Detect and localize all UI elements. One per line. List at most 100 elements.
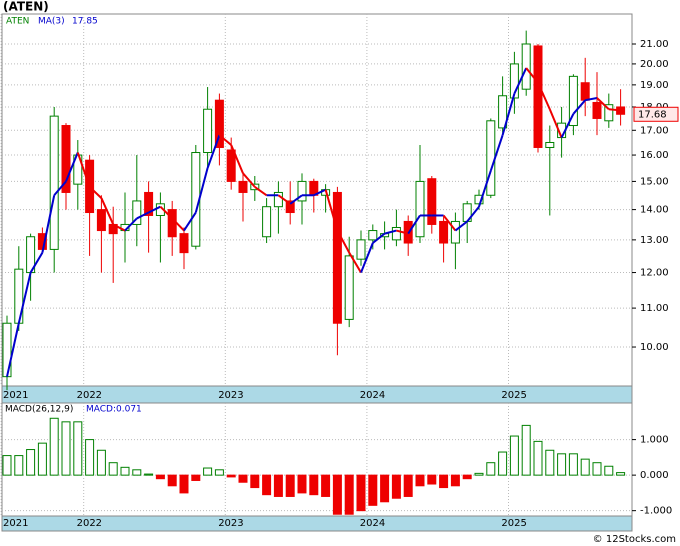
x-tick-label: 2023 xyxy=(218,518,243,529)
macd-bar xyxy=(344,474,354,515)
ma-line xyxy=(88,186,103,199)
ma-line xyxy=(206,134,221,169)
ma-line xyxy=(148,205,161,214)
y-tick-label: 12.00 xyxy=(640,268,669,279)
x-tick-label: 2025 xyxy=(501,518,526,529)
price-tag xyxy=(633,106,679,122)
candle-body xyxy=(533,45,543,148)
macd-bar xyxy=(155,474,165,480)
ma-line xyxy=(6,323,20,377)
ma-line xyxy=(596,97,610,110)
ma-line xyxy=(124,217,138,232)
ma-line xyxy=(277,194,291,205)
macd-bar xyxy=(604,465,614,476)
candle-body xyxy=(521,43,531,90)
macd-value: 0.071 xyxy=(116,405,142,415)
ma-line xyxy=(171,217,185,232)
macd-bar xyxy=(391,474,401,499)
candle-body xyxy=(486,120,496,196)
candle-body xyxy=(580,82,590,101)
ma-line xyxy=(525,67,539,84)
candle-body xyxy=(592,101,602,119)
x-tick-label: 2021 xyxy=(3,390,28,401)
ma-line xyxy=(442,214,457,232)
ma-line xyxy=(17,272,32,324)
ma-line xyxy=(76,152,91,188)
candle-body xyxy=(226,149,236,182)
candle-body xyxy=(332,191,342,324)
ma-line xyxy=(572,99,586,115)
ma-line xyxy=(183,211,197,232)
macd-bar xyxy=(108,462,118,476)
candle-body xyxy=(203,108,213,154)
x-tick-label: 2024 xyxy=(360,390,385,401)
candle-body xyxy=(2,322,12,378)
ma-line xyxy=(407,214,421,235)
macd-bar xyxy=(73,421,83,476)
y-tick-label: 11.00 xyxy=(640,303,669,314)
candle-body xyxy=(368,230,378,241)
ma-line xyxy=(53,180,67,196)
candle-body xyxy=(427,178,437,225)
title: (ATEN) xyxy=(3,0,49,14)
ma-line xyxy=(100,197,115,225)
y-tick-label: 10.00 xyxy=(640,342,669,353)
macd-bar xyxy=(214,469,224,476)
date-strip xyxy=(1,515,633,532)
macd-value-name: MACD: xyxy=(86,405,116,415)
macd-bar xyxy=(568,453,578,476)
ma-line xyxy=(537,82,551,110)
macd-bar xyxy=(273,474,283,497)
candle-body xyxy=(545,141,555,148)
macd-bar xyxy=(439,474,449,489)
y-tick-label: 19.00 xyxy=(640,80,669,91)
macd-bar xyxy=(509,435,519,476)
macd-bar xyxy=(474,472,484,476)
macd-bar xyxy=(356,474,366,512)
macd-bar xyxy=(61,421,71,476)
x-tick-label: 2024 xyxy=(360,518,385,529)
candle-body xyxy=(238,180,248,193)
ma-line xyxy=(585,96,598,102)
y-tick-label: 20.00 xyxy=(640,59,669,70)
ma-line xyxy=(360,242,374,273)
ma-line xyxy=(336,230,351,254)
macd-bar xyxy=(403,474,413,497)
ma-line xyxy=(454,220,468,232)
macd-bar xyxy=(332,474,342,515)
ma-line xyxy=(313,188,327,197)
x-tick-label: 2023 xyxy=(218,390,243,401)
ma-line xyxy=(324,189,339,231)
candle-body xyxy=(132,200,142,225)
macd-bar xyxy=(486,462,496,476)
candle-body xyxy=(498,95,508,129)
macd-bar xyxy=(262,474,272,496)
ma-line xyxy=(384,229,397,235)
macd-title: MACD(26,12,9) xyxy=(5,405,73,415)
macd-bar xyxy=(37,442,47,476)
legend-symbol: ATEN xyxy=(6,17,29,27)
ma-line xyxy=(560,113,575,139)
macd-bar xyxy=(167,474,177,487)
candle-body xyxy=(179,233,189,254)
y-tick-label: -1.000 xyxy=(640,506,672,517)
macd-bar xyxy=(592,462,602,476)
macd-bar xyxy=(321,474,331,497)
macd-bar xyxy=(144,473,154,476)
macd-bar xyxy=(557,453,567,476)
macd-bar xyxy=(250,474,260,489)
ma-line xyxy=(548,108,563,138)
x-tick-label: 2022 xyxy=(77,390,102,401)
macd-bar xyxy=(203,467,213,476)
y-tick-label: 15.00 xyxy=(640,176,669,187)
macd-bar xyxy=(226,474,236,478)
macd-bar xyxy=(616,472,626,476)
candle-body xyxy=(509,63,519,99)
macd-bar xyxy=(132,469,142,476)
ma-line xyxy=(348,252,362,274)
footer: © 12Stocks.com xyxy=(593,534,676,545)
ma-line xyxy=(396,229,409,235)
macd-bar xyxy=(533,440,543,476)
candle-body xyxy=(604,104,614,122)
